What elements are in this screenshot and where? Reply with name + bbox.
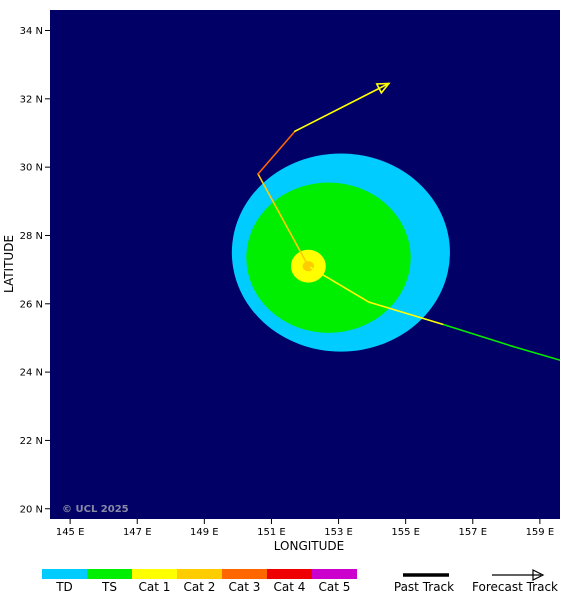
y-axis-label: LATITUDE: [2, 235, 16, 293]
longitude-ticks: 145 E 147 E 149 E 151 E 153 E 155 E 157 E 159 E: [56, 519, 554, 538]
category-legend: TD TS Cat 1 Cat 2 Cat 3 Cat 4 Cat 5: [42, 569, 357, 594]
legend-label: Cat 5: [319, 580, 351, 594]
legend-swatch-cat-4: [267, 569, 312, 579]
longitude-tick-label: 155 E: [391, 527, 420, 538]
x-axis-label: LONGITUDE: [274, 539, 344, 553]
copyright-notice: © UCL 2025: [62, 504, 129, 515]
forecast-track-legend: Forecast Track: [472, 569, 558, 594]
track-segment: [257, 173, 310, 268]
longitude-tick-label: 147 E: [123, 527, 152, 538]
past-track-legend: Past Track: [394, 573, 454, 594]
storm-center-marker: [306, 264, 311, 269]
track-segment: [367, 301, 444, 326]
legend-label: TS: [101, 580, 117, 594]
legend-swatch-cat-2: [177, 569, 222, 579]
latitude-tick-label: 32 N: [20, 94, 43, 105]
latitude-tick-label: 20 N: [20, 504, 43, 515]
track-segment: [257, 130, 296, 175]
latitude-tick-label: 24 N: [20, 368, 43, 379]
longitude-tick-label: 145 E: [56, 527, 85, 538]
forecast-arrow-icon: [532, 569, 545, 581]
longitude-tick-label: 149 E: [190, 527, 219, 538]
latitude-tick-label: 26 N: [20, 299, 43, 310]
wind-fields: [231, 153, 450, 352]
legend-label: Cat 3: [229, 580, 261, 594]
legend-swatch-cat-5: [312, 569, 357, 579]
legend-label: TD: [55, 580, 73, 594]
longitude-tick-label: 151 E: [257, 527, 286, 538]
longitude-tick-label: 159 E: [526, 527, 555, 538]
latitude-tick-label: 22 N: [20, 436, 43, 447]
legend-swatch-cat-1: [132, 569, 177, 579]
longitude-tick-label: 153 E: [324, 527, 353, 538]
legend-swatch-ts: [87, 569, 132, 579]
wind-field-ts: [246, 182, 411, 333]
latitude-tick-label: 34 N: [20, 26, 43, 37]
longitude-tick-label: 157 E: [458, 527, 487, 538]
track-segment: [294, 82, 390, 133]
legend-label: Cat 1: [139, 580, 171, 594]
legend-swatch-td: [42, 569, 87, 579]
legend-label: Cat 4: [274, 580, 306, 594]
latitude-tick-label: 28 N: [20, 231, 43, 242]
legend-swatch-cat-3: [222, 569, 267, 579]
forecast-track-label: Forecast Track: [472, 580, 558, 594]
latitude-tick-label: 30 N: [20, 163, 43, 174]
latitude-ticks: 20 N 22 N 24 N 26 N 28 N 30 N 32 N 34 N: [20, 26, 50, 515]
track-segment: [512, 345, 560, 361]
past-track-label: Past Track: [394, 580, 454, 594]
storm-track: [257, 82, 560, 361]
track-segment: [441, 323, 514, 348]
legend-label: Cat 2: [184, 580, 216, 594]
track-arrow-icon: [375, 82, 391, 95]
track-segment: [307, 265, 370, 303]
